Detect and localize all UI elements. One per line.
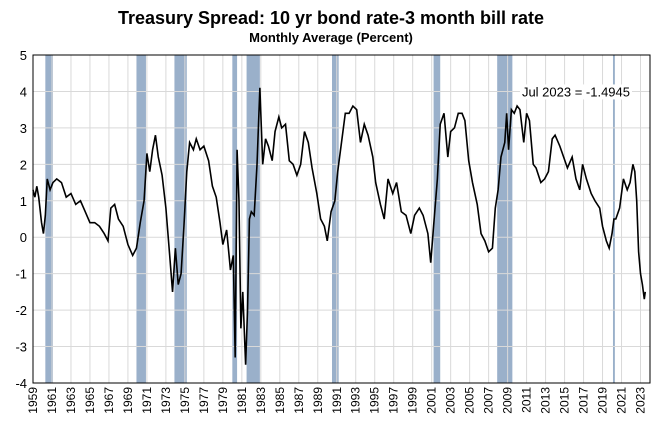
y-tick-label: -1 (15, 267, 27, 282)
y-tick-label: 4 (20, 84, 27, 99)
recession-band (332, 55, 339, 383)
y-tick-label: -2 (15, 303, 27, 318)
x-tick-label: 2019 (596, 387, 610, 414)
recession-band (497, 55, 513, 383)
y-tick-label: 0 (20, 230, 27, 245)
plot-frame (32, 54, 651, 384)
x-tick-label: 1971 (140, 387, 154, 414)
y-tick-label: 3 (20, 121, 27, 136)
x-tick-label: 2015 (558, 387, 572, 414)
x-tick-label: 1989 (311, 387, 325, 414)
x-tick-label: 1999 (406, 387, 420, 414)
x-tick-label: 2001 (425, 387, 439, 414)
annotation-bg (519, 84, 632, 100)
x-tick-label: 1983 (254, 387, 268, 414)
x-tick-label: 1967 (102, 387, 116, 414)
x-tick-label: 1975 (178, 387, 192, 414)
x-tick-label: 1991 (330, 387, 344, 414)
x-tick-label: 2007 (482, 387, 496, 414)
x-tick-label: 2005 (463, 387, 477, 414)
y-tick-label: 1 (20, 194, 27, 209)
x-tick-label: 1979 (216, 387, 230, 414)
annotation: Jul 2023 = -1.4945 (522, 84, 630, 99)
x-tick-label: 1969 (121, 387, 135, 414)
y-tick-label: 2 (20, 157, 27, 172)
x-tick-label: 1987 (292, 387, 306, 414)
chart-title: Treasury Spread: 10 yr bond rate-3 month… (118, 8, 544, 28)
y-tick-label: -3 (15, 340, 27, 355)
x-tick-label: 2023 (634, 387, 648, 414)
y-tick-label: 5 (20, 48, 27, 63)
recession-band (232, 55, 238, 383)
chart-subtitle: Monthly Average (Percent) (249, 30, 413, 45)
x-tick-label: 1961 (45, 387, 59, 414)
recession-band (246, 55, 260, 383)
x-tick-label: 1985 (273, 387, 287, 414)
recession-band (433, 55, 441, 383)
x-tick-label: 1997 (387, 387, 401, 414)
recession-band (174, 55, 187, 383)
x-tick-label: 1973 (159, 387, 173, 414)
x-tick-label: 2021 (615, 387, 629, 414)
x-tick-label: 1963 (64, 387, 78, 414)
x-tick-label: 2011 (520, 387, 534, 413)
x-tick-label: 2003 (444, 387, 458, 414)
x-tick-label: 1977 (197, 387, 211, 414)
x-tick-label: 1965 (83, 387, 97, 414)
x-tick-label: 1981 (235, 387, 249, 414)
spread-line (32, 87, 647, 365)
x-tick-label: 1995 (368, 387, 382, 414)
x-tick-label: 2017 (577, 387, 591, 414)
x-tick-label: 1959 (26, 387, 40, 414)
x-tick-label: 2013 (539, 387, 553, 414)
y-tick-label: -4 (15, 376, 27, 391)
recession-band (45, 55, 53, 383)
x-tick-label: 1993 (349, 387, 363, 414)
x-tick-label: 2009 (501, 387, 515, 414)
